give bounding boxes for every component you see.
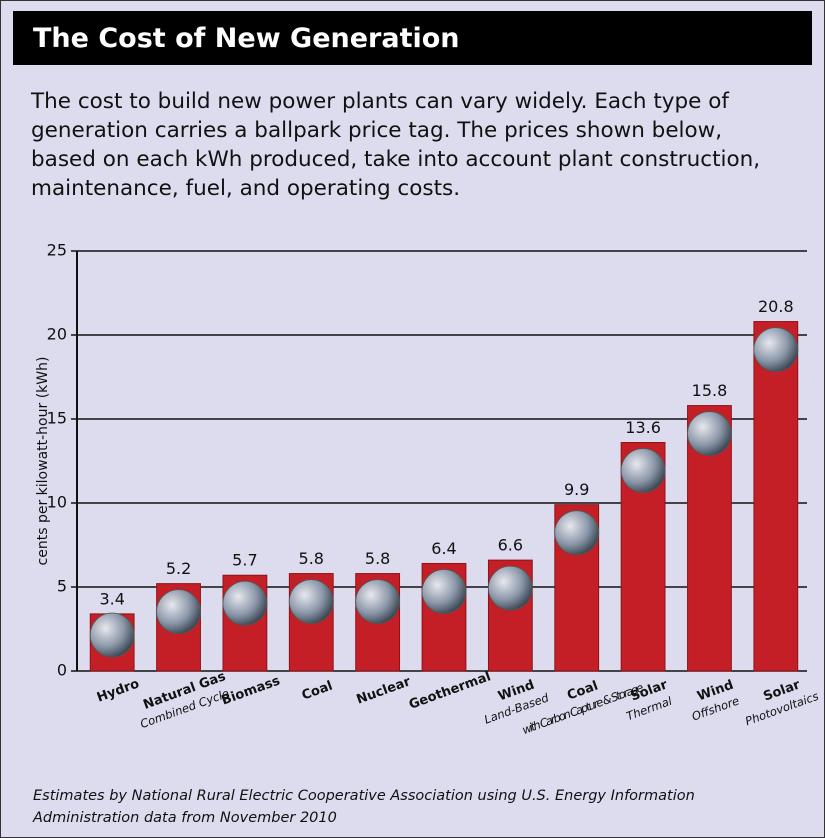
icon	[157, 590, 201, 634]
x-tick-label: Nuclear	[355, 674, 414, 708]
icon	[488, 566, 532, 610]
icon	[555, 511, 599, 555]
x-tick-label-group: Hydro	[95, 676, 142, 705]
value-label: 5.8	[365, 549, 390, 568]
x-tick-label: Hydro	[95, 676, 142, 705]
value-label: 6.6	[498, 536, 523, 555]
icon	[90, 613, 134, 657]
footnote-line: Estimates by National Rural Electric Coo…	[33, 785, 695, 807]
icon	[356, 580, 400, 624]
x-tick-label-group: Coal	[300, 679, 335, 704]
value-label: 20.8	[758, 297, 794, 316]
y-tick-label: 0	[57, 661, 67, 680]
icon	[223, 581, 267, 625]
value-label: 9.9	[564, 480, 589, 499]
x-tick-label: Coal	[300, 679, 335, 704]
icon	[621, 449, 665, 493]
x-tick-label: Biomass	[220, 673, 283, 708]
y-tick-label: 5	[57, 577, 67, 596]
y-tick-label: 15	[47, 409, 67, 428]
value-label: 5.7	[232, 551, 257, 570]
footnote: Estimates by National Rural Electric Coo…	[33, 785, 695, 829]
y-tick-label: 20	[47, 325, 67, 344]
value-label: 3.4	[99, 589, 124, 608]
value-label: 15.8	[692, 381, 728, 400]
value-label: 5.2	[166, 559, 191, 578]
footnote-line: Administration data from November 2010	[33, 807, 695, 829]
chart: cents per kilowatt-hour (kWh) 0 5 10 15 20 25 3…	[1, 1, 824, 781]
icon	[754, 328, 798, 372]
y-tick-label: 25	[47, 241, 67, 260]
infographic: The Cost of New Generation The cost to b…	[0, 0, 825, 838]
x-tick-label-group: Biomass	[220, 673, 283, 708]
icon	[687, 412, 731, 456]
bar	[754, 322, 798, 671]
x-tick-label: Geothermal	[407, 669, 493, 712]
y-tick-label: 10	[47, 493, 67, 512]
value-label: 6.4	[431, 539, 456, 558]
x-tick-label-group: Nuclear	[355, 674, 414, 708]
x-tick-label-group: Geothermal	[407, 669, 493, 712]
icon	[422, 569, 466, 613]
value-label: 13.6	[625, 418, 661, 437]
value-label: 5.8	[299, 549, 324, 568]
icon	[289, 580, 333, 624]
y-axis-label: cents per kilowatt-hour (kWh)	[35, 357, 51, 566]
